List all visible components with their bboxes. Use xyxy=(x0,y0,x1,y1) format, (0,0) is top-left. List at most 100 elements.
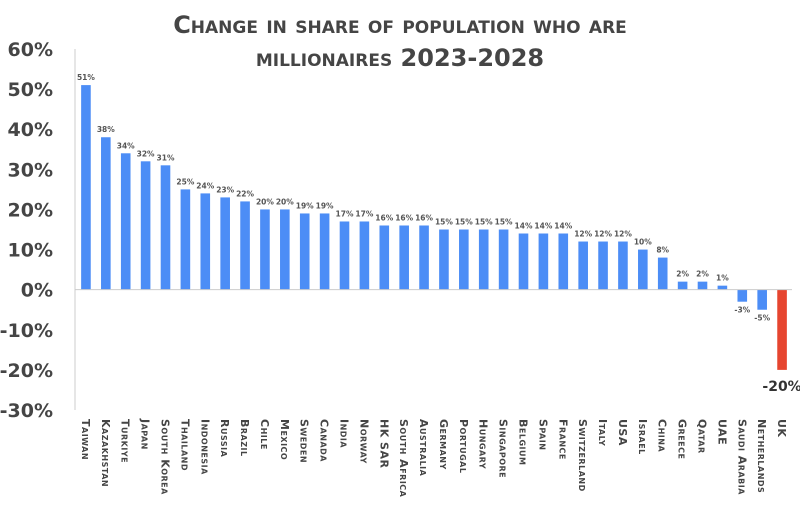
x-tick-label-india: India xyxy=(338,419,351,448)
data-label-china: 8% xyxy=(656,246,669,255)
data-label-chile: 20% xyxy=(256,197,274,206)
x-tick-label-south-korea: South Korea xyxy=(159,419,172,495)
x-tick-label-chile: Chile xyxy=(258,419,271,450)
x-tick-label-switzerland: Switzerland xyxy=(576,419,589,492)
y-tick-label: -10% xyxy=(0,320,53,342)
x-tick-label-mexico: Mexico xyxy=(278,419,291,460)
y-axis: 60% 50% 40% 30% 20% 10% 0% -10% -20% -30% xyxy=(0,39,76,422)
bar-canada xyxy=(319,213,330,290)
x-tick-label-uae: UAE xyxy=(715,419,728,445)
bar-netherlands xyxy=(757,289,767,310)
data-label-taiwan: 51% xyxy=(77,73,95,82)
data-label-saudi-arabia: -3% xyxy=(734,306,750,315)
data-label-france: 14% xyxy=(554,222,572,231)
data-label-south-africa: 16% xyxy=(395,213,413,222)
x-tick-label-saudi-arabia: Saudi Arabia xyxy=(735,419,748,495)
bars-group xyxy=(75,85,792,370)
bar-chile xyxy=(260,209,270,290)
x-tick-label-belgium: Belgium xyxy=(517,419,530,465)
data-label-thailand: 25% xyxy=(176,177,194,186)
x-tick-label-portugal: Portugal xyxy=(457,419,470,473)
bar-greece xyxy=(677,281,688,290)
data-label-sweden: 19% xyxy=(296,201,314,210)
bar-brazil xyxy=(240,201,250,290)
x-tick-label-sweden: Sweden xyxy=(298,419,311,463)
bar-south-africa xyxy=(399,225,409,290)
data-label-uk: -20% xyxy=(762,379,800,395)
y-tick-label: 20% xyxy=(8,199,53,221)
data-label-qatar: 2% xyxy=(696,270,709,279)
x-tick-label-south-africa: South Africa xyxy=(397,419,410,498)
data-label-usa: 12% xyxy=(614,230,632,239)
x-tick-label-australia: Australia xyxy=(417,419,430,477)
data-label-netherlands: -5% xyxy=(754,314,770,323)
data-label-kazakhstan: 38% xyxy=(97,125,115,134)
data-label-hungary: 15% xyxy=(475,218,493,227)
data-label-italy: 12% xyxy=(594,230,612,239)
x-tick-label-spain: Spain xyxy=(536,419,549,450)
bar-thailand xyxy=(180,189,191,290)
y-tick-label: 0% xyxy=(21,280,53,302)
bar-kazakhstan xyxy=(101,137,111,290)
bar-mexico xyxy=(280,209,290,290)
x-tick-label-canada: Canada xyxy=(318,419,331,462)
data-label-south-korea: 31% xyxy=(157,153,175,162)
bar-norway xyxy=(359,221,370,290)
x-tick-label-uk: UK xyxy=(775,419,788,437)
data-label-israel: 10% xyxy=(634,238,652,247)
data-label-turkiye: 34% xyxy=(117,141,135,150)
bar-indonesia xyxy=(200,193,211,290)
data-label-brazil: 22% xyxy=(236,189,254,198)
data-label-russia: 23% xyxy=(216,185,234,194)
data-label-indonesia: 24% xyxy=(196,181,214,190)
bar-portugal xyxy=(459,229,469,290)
y-tick-label: 40% xyxy=(8,119,53,141)
data-label-japan: 32% xyxy=(137,149,155,158)
bar-usa xyxy=(618,241,628,290)
bar-uae xyxy=(717,285,728,290)
y-tick-label: 60% xyxy=(8,39,53,61)
x-tick-label-italy: Italy xyxy=(596,419,609,446)
x-axis: Taiwan Kazakhstan Turkiye Japan South Korea T… xyxy=(79,418,788,498)
bar-japan xyxy=(140,161,151,290)
x-tick-label-hungary: Hungary xyxy=(477,419,490,469)
bar-hungary xyxy=(478,229,489,290)
x-tick-label-turkiye: Turkiye xyxy=(119,419,132,463)
bar-south-korea xyxy=(160,165,171,290)
chart-title-line-1: Change in share of population who are xyxy=(173,11,627,39)
x-tick-label-russia: Russia xyxy=(218,419,231,458)
data-label-singapore: 15% xyxy=(495,218,513,227)
bar-italy xyxy=(598,241,608,290)
x-tick-label-usa: USA xyxy=(616,419,629,446)
x-tick-label-israel: Israel xyxy=(636,419,649,455)
data-label-hk-sar: 16% xyxy=(375,213,393,222)
y-tick-label: -20% xyxy=(0,360,53,382)
data-label-mexico: 20% xyxy=(276,197,294,206)
x-tick-label-brazil: Brazil xyxy=(238,419,251,457)
bar-france xyxy=(558,233,569,290)
bar-singapore xyxy=(498,229,509,290)
x-tick-label-kazakhstan: Kazakhstan xyxy=(99,419,112,487)
bar-australia xyxy=(419,225,429,290)
bar-india xyxy=(339,221,350,290)
x-tick-label-germany: Germany xyxy=(437,419,450,470)
bar-spain xyxy=(538,233,549,290)
data-label-canada: 19% xyxy=(316,201,334,210)
x-tick-label-greece: Greece xyxy=(676,419,689,459)
bar-belgium xyxy=(518,233,529,290)
y-tick-label: 30% xyxy=(8,159,53,181)
bar-saudi-arabia xyxy=(737,289,748,302)
x-tick-label-thailand: Thailand xyxy=(178,419,191,471)
y-tick-label: 10% xyxy=(8,240,53,262)
bar-russia xyxy=(220,197,230,290)
bar-germany xyxy=(439,229,449,290)
bar-israel xyxy=(638,249,648,290)
data-label-spain: 14% xyxy=(534,222,552,231)
bar-china xyxy=(657,257,668,290)
x-tick-label-taiwan: Taiwan xyxy=(79,419,92,460)
data-labels-group: 51%38%34%32% 31%25% 24% 23% 22%20% 20% 19% 19%1… xyxy=(77,73,800,395)
x-tick-label-china: China xyxy=(656,419,669,452)
data-label-germany: 15% xyxy=(435,218,453,227)
x-tick-label-qatar: Qatar xyxy=(696,419,709,454)
